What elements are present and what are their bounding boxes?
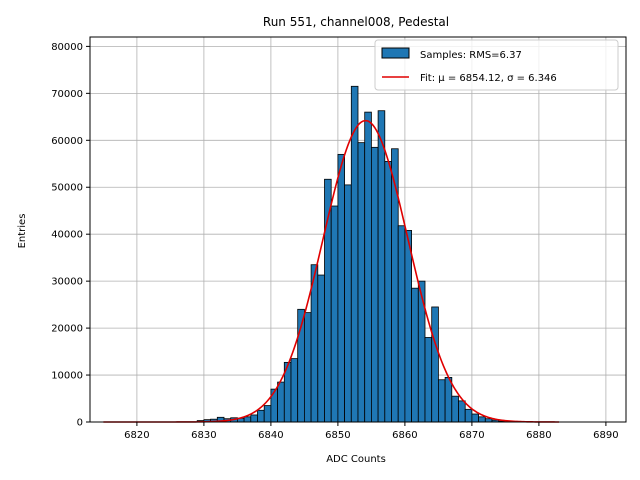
x-tick-label: 6820 <box>124 430 149 441</box>
histogram-bar <box>451 395 459 423</box>
y-axis-label: Entries <box>17 214 28 249</box>
histogram-bar <box>337 153 345 423</box>
histogram-bar <box>250 414 258 423</box>
x-axis-label: ADC Counts <box>326 454 386 465</box>
y-tick-label: 0 <box>77 418 83 429</box>
histogram-bar <box>471 413 479 423</box>
histogram-bar <box>464 408 473 423</box>
x-tick-label: 6850 <box>325 430 350 441</box>
histogram-bar <box>411 287 419 423</box>
x-tick-label: 6890 <box>593 430 618 441</box>
plot-frame <box>89 36 627 423</box>
y-tick-label: 40000 <box>51 230 83 241</box>
y-tick-label: 80000 <box>51 42 83 53</box>
y-tick-label: 10000 <box>51 371 83 382</box>
histogram-bar <box>458 400 466 423</box>
histogram-bar <box>344 184 352 423</box>
y-tick-label: 70000 <box>51 89 83 100</box>
histogram-bar <box>364 111 372 423</box>
histogram-bar <box>424 337 433 423</box>
x-tick-label: 6830 <box>191 430 216 441</box>
histogram-bar <box>370 146 379 423</box>
y-tick-label: 60000 <box>51 136 83 147</box>
histogram-bar <box>303 312 312 423</box>
x-tick-label: 6870 <box>459 430 484 441</box>
histogram-bar <box>290 358 299 423</box>
legend-box <box>374 39 619 91</box>
legend-entry-samples: Samples: RMS=6.37 <box>420 50 522 61</box>
histogram-bar <box>317 274 325 423</box>
histogram-bar <box>263 405 272 423</box>
legend-entry-fit: Fit: μ = 6854.12, σ = 6.346 <box>420 73 557 84</box>
histogram-bar <box>404 230 412 423</box>
x-tick-label: 6840 <box>258 430 283 441</box>
x-axis-ticks: 6820 6830 6840 6850 6860 6870 6880 6890 <box>124 422 619 441</box>
histogram-bar <box>243 416 252 423</box>
y-tick-label: 30000 <box>51 277 83 288</box>
histogram-bar <box>397 225 406 423</box>
histogram-bar <box>330 205 339 423</box>
y-axis-ticks: 0 10000 20000 30000 40000 50000 60000 70000 8000… <box>51 42 90 429</box>
histogram-bar <box>444 376 453 423</box>
histogram-bar <box>277 381 285 423</box>
x-tick-label: 6860 <box>392 430 417 441</box>
legend: Samples: RMS=6.37 Fit: μ = 6854.12, σ = … <box>374 39 619 91</box>
histogram-bar <box>257 409 265 423</box>
histogram-bar <box>391 148 399 423</box>
y-tick-label: 50000 <box>51 183 83 194</box>
legend-bar-swatch <box>381 47 410 59</box>
histogram-bar <box>478 416 486 423</box>
histogram-bar <box>357 142 366 423</box>
histogram-bar <box>384 161 392 423</box>
histogram-bar <box>431 306 439 423</box>
histogram-bar <box>377 110 386 423</box>
histogram-bar <box>437 379 446 423</box>
x-tick-label: 6880 <box>526 430 551 441</box>
y-tick-label: 20000 <box>51 324 83 335</box>
chart-title: Run 551, channel008, Pedestal <box>263 15 449 29</box>
